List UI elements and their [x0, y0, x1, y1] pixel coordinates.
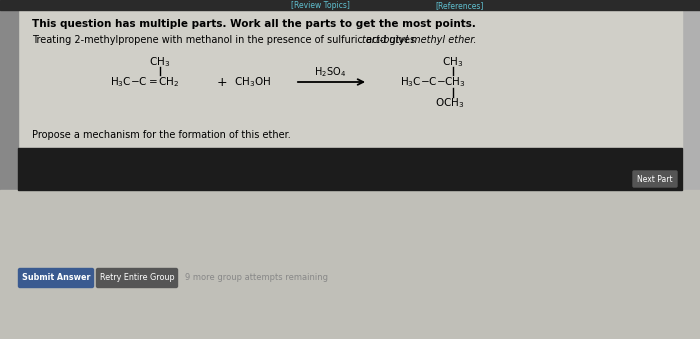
Bar: [18, 10, 682, 270]
Text: +: +: [217, 76, 228, 88]
Bar: [0, 0, 700, 10]
Text: CH$_3$OH: CH$_3$OH: [234, 75, 271, 89]
Text: This question has multiple parts. Work all the parts to get the most points.: This question has multiple parts. Work a…: [32, 19, 476, 29]
Bar: [0, 190, 700, 339]
Text: 9 more group attempts remaining: 9 more group attempts remaining: [185, 274, 328, 282]
FancyBboxPatch shape: [18, 268, 94, 287]
Text: Retry Entire Group: Retry Entire Group: [99, 274, 174, 282]
Text: H$_3$C$-$C$-$CH$_3$: H$_3$C$-$C$-$CH$_3$: [400, 75, 466, 89]
Bar: [18, 148, 682, 190]
Text: tert-butyl methyl ether.: tert-butyl methyl ether.: [362, 35, 477, 45]
Text: CH$_3$: CH$_3$: [149, 55, 171, 69]
Bar: [0, 10, 18, 290]
Text: OCH$_3$: OCH$_3$: [435, 96, 465, 110]
Text: [References]: [References]: [436, 1, 484, 10]
Text: H$_3$C$-$C$=$CH$_2$: H$_3$C$-$C$=$CH$_2$: [110, 75, 180, 89]
FancyBboxPatch shape: [633, 171, 677, 187]
Text: Submit Answer: Submit Answer: [22, 274, 90, 282]
FancyBboxPatch shape: [97, 268, 178, 287]
Text: Next Part: Next Part: [637, 175, 673, 183]
Text: Propose a mechanism for the formation of this ether.: Propose a mechanism for the formation of…: [32, 130, 290, 140]
Text: H$_2$SO$_4$: H$_2$SO$_4$: [314, 65, 346, 79]
Text: [Review Topics]: [Review Topics]: [290, 1, 349, 10]
Text: Treating 2-methylpropene with methanol in the presence of sulfuric acid gives: Treating 2-methylpropene with methanol i…: [32, 35, 419, 45]
Text: CH$_3$: CH$_3$: [442, 55, 463, 69]
